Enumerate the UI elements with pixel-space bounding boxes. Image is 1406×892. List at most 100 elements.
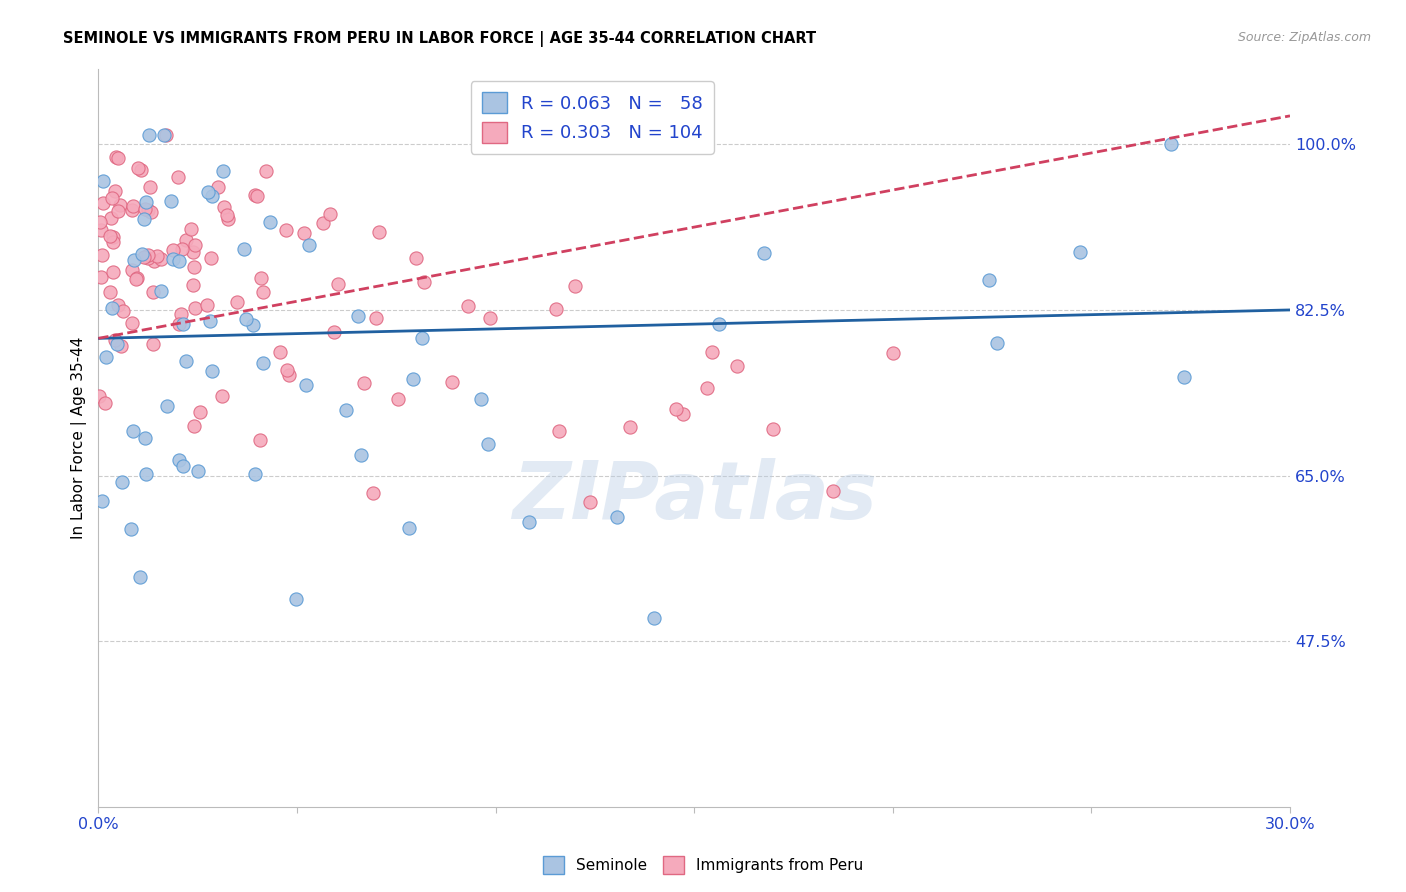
Point <box>101 235 124 249</box>
Point <box>101 191 124 205</box>
Text: SEMINOLE VS IMMIGRANTS FROM PERU IN LABOR FORCE | AGE 35-44 CORRELATION CHART: SEMINOLE VS IMMIGRANTS FROM PERU IN LABO… <box>63 31 817 47</box>
Point <box>135 194 157 209</box>
Point <box>91 196 114 211</box>
Point <box>94 396 117 410</box>
Point <box>121 202 143 217</box>
Point <box>243 188 266 202</box>
Point <box>105 150 128 164</box>
Point <box>457 299 479 313</box>
Point <box>89 215 111 229</box>
Point <box>285 592 308 607</box>
Point <box>183 301 205 315</box>
Point <box>547 425 569 439</box>
Point <box>138 128 160 142</box>
Point <box>131 162 153 177</box>
Point <box>90 247 112 261</box>
Point <box>184 238 207 252</box>
Point <box>155 399 177 413</box>
Point <box>134 202 156 216</box>
Point <box>111 304 134 318</box>
Y-axis label: In Labor Force | Age 35-44: In Labor Force | Age 35-44 <box>72 336 87 539</box>
Point <box>823 484 845 499</box>
Point <box>579 495 602 509</box>
Point <box>183 260 205 274</box>
Text: Source: ZipAtlas.com: Source: ZipAtlas.com <box>1237 31 1371 45</box>
Point <box>353 376 375 390</box>
Point <box>174 233 197 247</box>
Point <box>166 170 188 185</box>
Point <box>398 520 420 534</box>
Point <box>201 189 224 203</box>
Point <box>1069 244 1091 259</box>
Point <box>167 317 190 331</box>
Point <box>110 339 132 353</box>
Point <box>176 354 198 368</box>
Point <box>104 184 127 198</box>
Point <box>127 270 149 285</box>
Point <box>200 252 222 266</box>
Point <box>882 345 904 359</box>
Point <box>121 316 143 330</box>
Point <box>107 152 129 166</box>
Point <box>98 228 121 243</box>
Point <box>323 325 346 339</box>
Text: ZIPatlas: ZIPatlas <box>512 458 877 536</box>
Point <box>107 298 129 312</box>
Point <box>105 337 128 351</box>
Point <box>544 302 567 317</box>
Point <box>131 247 153 261</box>
Point <box>136 248 159 262</box>
Point <box>402 372 425 386</box>
Point <box>643 610 665 624</box>
Point <box>122 199 145 213</box>
Point <box>167 253 190 268</box>
Point <box>242 318 264 332</box>
Point <box>142 253 165 268</box>
Point <box>349 448 371 462</box>
Point <box>259 214 281 228</box>
Point <box>1160 137 1182 152</box>
Point <box>477 436 499 450</box>
Point <box>752 245 775 260</box>
Point <box>139 205 162 219</box>
Point <box>269 345 291 359</box>
Point <box>91 174 114 188</box>
Point <box>167 453 190 467</box>
Point <box>249 271 271 285</box>
Point <box>225 295 247 310</box>
Point <box>696 381 718 395</box>
Point <box>235 311 257 326</box>
Point <box>295 378 318 392</box>
Point <box>110 197 132 211</box>
Point <box>707 318 730 332</box>
Point <box>120 522 142 536</box>
Point <box>292 226 315 240</box>
Point <box>160 194 183 209</box>
Point <box>665 401 688 416</box>
Legend: Seminole, Immigrants from Peru: Seminole, Immigrants from Peru <box>537 850 869 880</box>
Point <box>98 285 121 300</box>
Point <box>252 285 274 299</box>
Point <box>211 164 233 178</box>
Point <box>249 433 271 447</box>
Point <box>90 223 112 237</box>
Point <box>278 368 301 383</box>
Point <box>101 265 124 279</box>
Point <box>129 570 152 584</box>
Point <box>479 311 502 326</box>
Point <box>246 189 269 203</box>
Point <box>127 161 149 175</box>
Point <box>134 431 156 445</box>
Point <box>215 209 238 223</box>
Point <box>187 464 209 478</box>
Point <box>90 270 112 285</box>
Point <box>335 402 357 417</box>
Point <box>136 251 159 265</box>
Point <box>101 230 124 244</box>
Point <box>195 298 218 312</box>
Point <box>619 420 641 434</box>
Point <box>172 459 194 474</box>
Legend: R = 0.063   N =   58, R = 0.303   N = 104: R = 0.063 N = 58, R = 0.303 N = 104 <box>471 81 714 153</box>
Point <box>122 424 145 438</box>
Point <box>94 350 117 364</box>
